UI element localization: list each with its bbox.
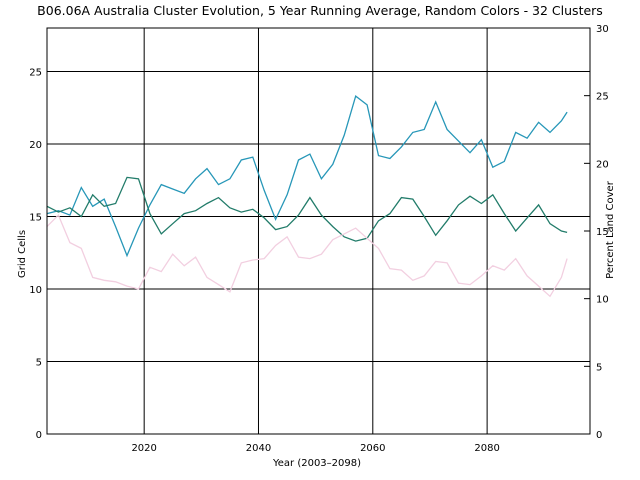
y-axis-ticks: 0 5 10 15 20 25 [29,68,42,442]
y2-axis-ticks: 0 5 10 15 20 25 30 [584,24,609,441]
y2-tick-label: 15 [596,227,609,238]
gridlines [47,28,590,434]
y2-tick-label: 25 [596,92,609,103]
y-tick-label: 0 [36,430,42,441]
y2-tick-label: 5 [596,362,602,373]
y-tick-label: 15 [29,213,42,224]
y-tick-label: 20 [29,140,42,151]
y-tick-label: 25 [29,68,42,79]
x-tick-label: 2020 [131,443,156,454]
series-line-2 [46,176,568,242]
series-line-1 [46,95,568,258]
y-tick-label: 10 [29,285,42,296]
y2-tick-label: 0 [596,430,602,441]
y2-tick-label: 20 [596,159,609,170]
x-tick-label: 2040 [246,443,271,454]
y2-tick-label: 30 [596,24,609,35]
series-layer [46,95,568,298]
x-tick-label: 2080 [474,443,499,454]
x-axis-ticks: 2020 2040 2060 2080 [131,443,499,454]
y2-axis-label: Percent Land Cover [605,180,616,279]
y-axis-label: Grid Cells [17,230,28,278]
x-axis-label: Year (2003–2098) [272,458,361,469]
series-line-3 [46,213,568,298]
y2-tick-label: 10 [596,295,609,306]
y-tick-label: 5 [36,358,42,369]
x-tick-label: 2060 [360,443,385,454]
chart-title: B06.06A Australia Cluster Evolution, 5 Y… [37,3,603,18]
